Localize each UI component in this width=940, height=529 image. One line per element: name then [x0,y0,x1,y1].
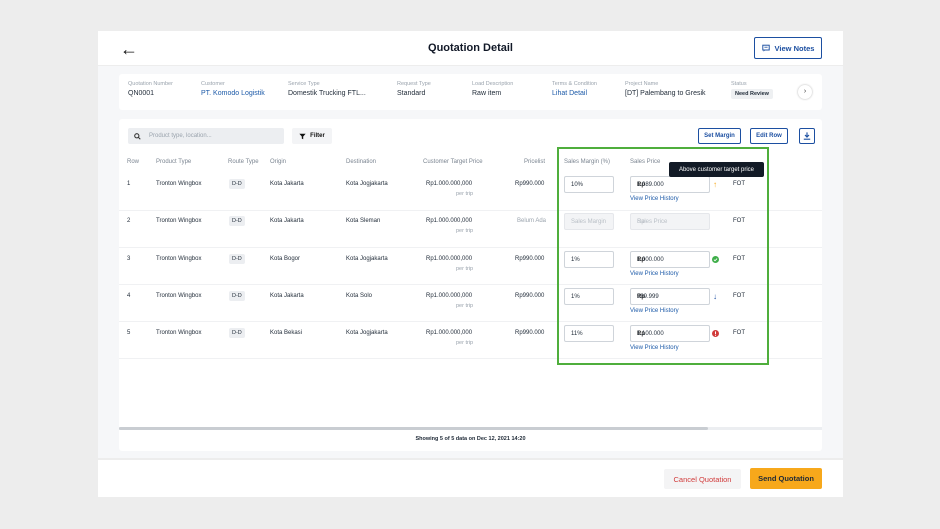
sales-margin-input[interactable]: Sales Margin [564,213,614,230]
error-circle-icon [712,330,719,337]
search-placeholder: Product type, location... [149,133,212,139]
info-load-description: Load Description Raw item [472,81,514,97]
view-notes-button[interactable]: View Notes [754,37,822,59]
back-arrow-icon[interactable]: ← [120,39,138,59]
sales-margin-input[interactable]: 1% [564,251,614,268]
table-header: Row Product Type Route Type Origin Desti… [127,159,661,165]
route-type-badge: D-D [229,328,245,338]
info-customer: Customer PT. Komodo Logistik [201,81,265,97]
info-request-type: Request Type Standard [397,81,431,97]
view-price-history-link[interactable]: View Price History [630,271,679,277]
action-bar: Cancel Quotation Send Quotation [98,460,843,497]
check-circle-icon [712,256,719,263]
table-row: 2 Tronton Wingbox D-D Kota Jakarta Kota … [119,211,822,248]
quotation-table-card: Product type, location... Filter Set Mar… [119,119,822,451]
quotation-info-bar: Quotation Number QN0001 Customer PT. Kom… [119,74,822,110]
customer-link[interactable]: PT. Komodo Logistik [201,90,265,97]
main-content: Quotation Number QN0001 Customer PT. Kom… [98,66,843,458]
view-price-history-link[interactable]: View Price History [630,196,679,202]
page-title: Quotation Detail [428,42,513,54]
sales-price-input[interactable]: Rp Sales Price [630,213,710,230]
set-margin-button[interactable]: Set Margin [698,128,741,144]
note-icon [761,44,770,52]
horizontal-scrollbar[interactable] [119,427,822,430]
arrow-down-icon: ↓ [713,292,717,301]
sales-margin-input[interactable]: 10% [564,176,614,193]
table-row: 5 Tronton Wingbox D-D Kota Bekasi Kota J… [119,322,822,359]
sales-margin-input[interactable]: 11% [564,325,614,342]
sales-price-input[interactable]: Rp 999.999 [630,288,710,305]
scrollbar-thumb[interactable] [119,427,708,430]
send-quotation-button[interactable]: Send Quotation [750,468,822,489]
info-status: Status Need Review [731,81,773,99]
sales-margin-input[interactable]: 1% [564,288,614,305]
info-terms: Terms & Condition Lihat Detail [552,81,597,97]
download-icon [803,132,811,140]
sales-price-input[interactable]: Rp 1.100.000 [630,325,710,342]
info-project-name: Project Name [DT] Palembang to Gresik [625,81,706,97]
cancel-quotation-button[interactable]: Cancel Quotation [664,469,741,489]
route-type-badge: D-D [229,179,245,189]
table-row: 3 Tronton Wingbox D-D Kota Bogor Kota Jo… [119,248,822,285]
filter-icon [299,133,306,139]
table-row: 4 Tronton Wingbox D-D Kota Jakarta Kota … [119,285,822,322]
chevron-right-icon[interactable]: › [798,85,812,99]
price-tooltip: Above customer target price [669,162,764,177]
view-price-history-link[interactable]: View Price History [630,345,679,351]
edit-row-button[interactable]: Edit Row [750,128,788,144]
search-icon [134,132,141,140]
info-service-type: Service Type Domestik Trucking FTL... [288,81,366,97]
sales-price-input[interactable]: Rp 1.000.000 [630,251,710,268]
arrow-up-icon: ↑ [713,180,717,189]
search-input[interactable]: Product type, location... [128,128,284,144]
filter-button[interactable]: Filter [292,128,332,144]
route-type-badge: D-D [229,254,245,264]
header-bar: ← Quotation Detail View Notes [98,31,843,65]
showing-count: Showing 5 of 5 data on Dec 12, 2021 14:2… [415,436,526,442]
terms-link[interactable]: Lihat Detail [552,90,588,97]
info-quotation-number: Quotation Number QN0001 [128,81,173,97]
view-price-history-link[interactable]: View Price History [630,308,679,314]
view-notes-label: View Notes [774,43,815,53]
download-button[interactable] [799,128,815,144]
route-type-badge: D-D [229,216,245,226]
status-badge: Need Review [731,89,773,99]
highlight-box [557,147,769,365]
route-type-badge: D-D [229,291,245,301]
